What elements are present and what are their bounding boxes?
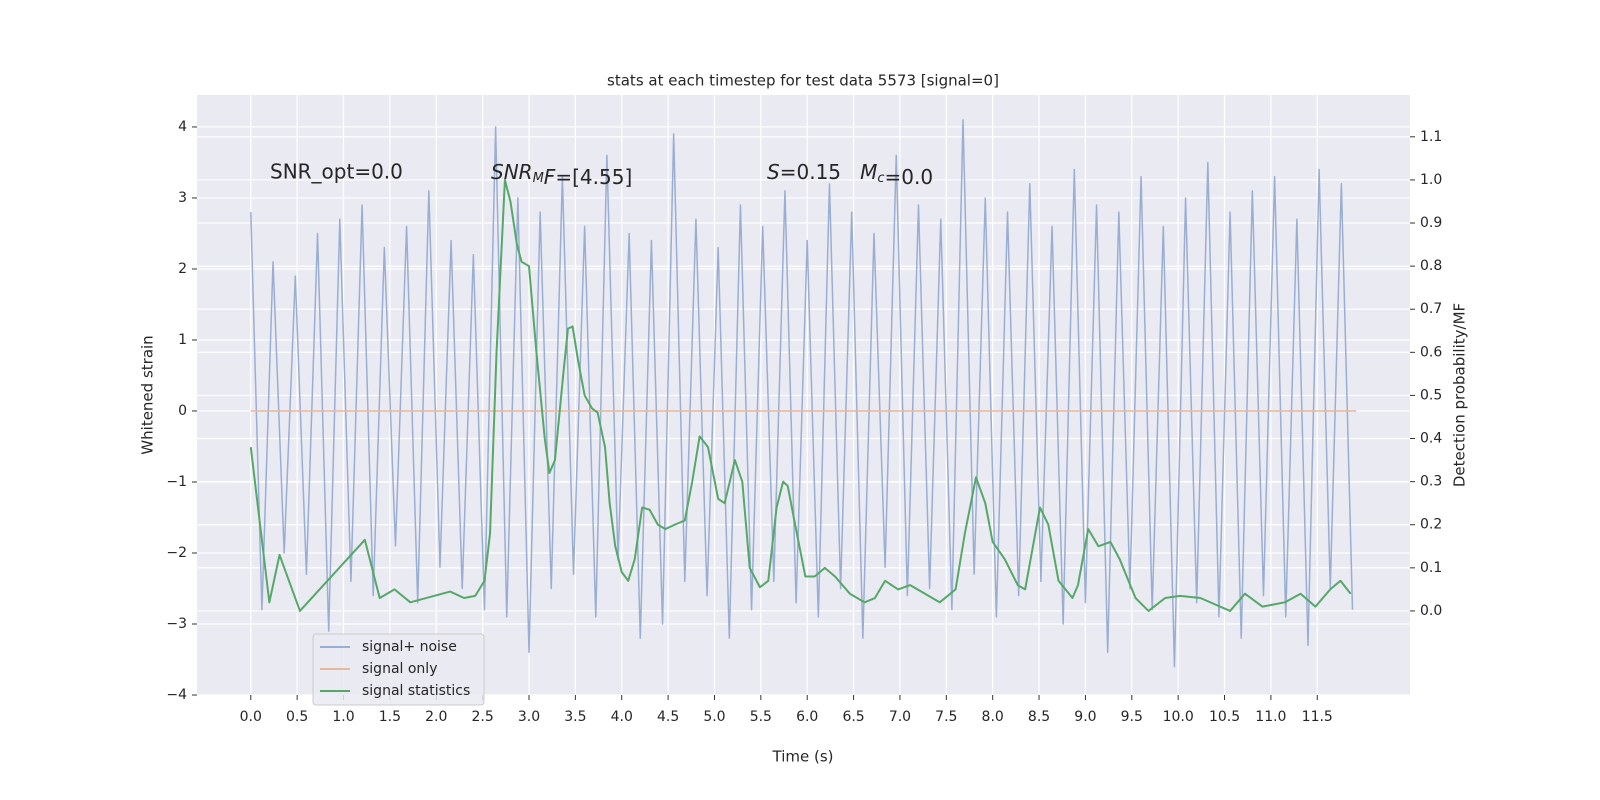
x-tick-label: 6.5 bbox=[842, 709, 864, 725]
y-tick-label: 2 bbox=[178, 261, 187, 277]
y-tick-label: 4 bbox=[178, 119, 187, 135]
y-tick-label: 1 bbox=[178, 332, 187, 348]
y2-tick-label: 0.7 bbox=[1420, 301, 1442, 317]
x-tick-label: 1.0 bbox=[332, 709, 354, 725]
x-tick-label: 0.0 bbox=[240, 709, 262, 725]
x-tick-label: 3.5 bbox=[564, 709, 586, 725]
legend-label: signal+ noise bbox=[362, 639, 457, 655]
x-tick-label: 2.5 bbox=[471, 709, 493, 725]
x-tick-label: 2.0 bbox=[425, 709, 447, 725]
y2-tick-label: 0.4 bbox=[1420, 431, 1442, 447]
x-tick-label: 10.5 bbox=[1209, 709, 1240, 725]
x-tick-label: 1.5 bbox=[379, 709, 401, 725]
x-tick-label: 8.0 bbox=[982, 709, 1004, 725]
y-tick-label: −4 bbox=[166, 687, 187, 703]
labels: 0.0 0.5 1.0 1.5 2.0 2.5 3.0 3.5 4.0 4.5 5.0 5.5 6.0 6… bbox=[166, 119, 1442, 725]
x-tick-label: 9.0 bbox=[1074, 709, 1096, 725]
x-tick-label: 3.0 bbox=[518, 709, 540, 725]
x-axis-label: Time (s) bbox=[772, 748, 834, 766]
x-tick-label: 5.0 bbox=[703, 709, 725, 725]
x-tick-label: 8.5 bbox=[1028, 709, 1050, 725]
annotation: SNR_opt=0.0 bbox=[270, 160, 403, 184]
legend-box bbox=[312, 633, 485, 706]
x-tick-label: 4.0 bbox=[611, 709, 633, 725]
marks bbox=[249, 119, 1357, 668]
y2-tick-label: 0.1 bbox=[1420, 560, 1442, 576]
y2-tick-label: 0.5 bbox=[1420, 387, 1442, 403]
y2-tick-label: 0.9 bbox=[1420, 215, 1442, 231]
annotation: SNRMF=[4.55] bbox=[491, 160, 632, 189]
y2-tick-label: 0.8 bbox=[1420, 258, 1442, 274]
y2-tick-label: 0.3 bbox=[1420, 474, 1442, 490]
x-tick-label: 0.5 bbox=[286, 709, 308, 725]
y2-axis-label: Detection probability/MF bbox=[1451, 303, 1469, 487]
legend-label: signal statistics bbox=[362, 683, 470, 699]
x-tick-label: 4.5 bbox=[657, 709, 679, 725]
y2-tick-label: 1.0 bbox=[1420, 172, 1442, 188]
y-tick-label: −2 bbox=[166, 545, 187, 561]
legend-label: signal only bbox=[362, 661, 437, 677]
y-tick-label: 0 bbox=[178, 403, 187, 419]
x-tick-label: 7.5 bbox=[935, 709, 957, 725]
chart-title: stats at each timestep for test data 557… bbox=[607, 72, 999, 90]
x-tick-label: 5.5 bbox=[750, 709, 772, 725]
x-tick-label: 7.0 bbox=[889, 709, 911, 725]
x-tick-label: 11.0 bbox=[1255, 709, 1286, 725]
x-tick-label: 11.5 bbox=[1302, 709, 1333, 725]
y2-tick-label: 1.1 bbox=[1420, 129, 1442, 145]
y2-tick-label: 0.0 bbox=[1420, 603, 1442, 619]
y2-tick-label: 0.6 bbox=[1420, 344, 1442, 360]
y2-tick-label: 0.2 bbox=[1420, 517, 1442, 533]
y-tick-label: −3 bbox=[166, 616, 187, 632]
y-tick-label: 3 bbox=[178, 190, 187, 206]
series-line bbox=[249, 178, 1352, 612]
x-tick-label: 9.5 bbox=[1121, 709, 1143, 725]
y-axis-label: Whitened strain bbox=[139, 335, 157, 454]
series-line bbox=[250, 119, 1354, 668]
annotation: S=0.15 Mc=0.0 bbox=[767, 160, 933, 189]
y-tick-label: −1 bbox=[166, 474, 187, 490]
x-tick-label: 10.0 bbox=[1163, 709, 1194, 725]
x-tick-label: 6.0 bbox=[796, 709, 818, 725]
